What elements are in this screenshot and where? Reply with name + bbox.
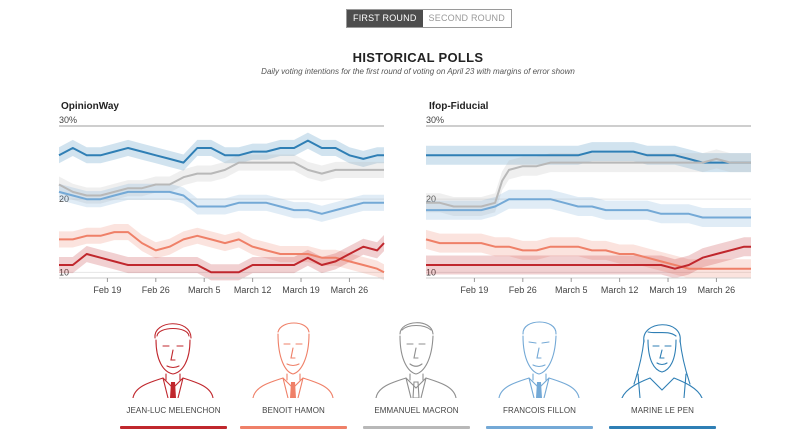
x-tick-label: March 12 <box>601 285 639 295</box>
candidate-color-bar <box>240 426 347 429</box>
x-tick-label: March 5 <box>188 285 221 295</box>
x-tick-label: Feb 26 <box>142 285 170 295</box>
x-tick-label: March 12 <box>234 285 272 295</box>
candidate-fillon[interactable]: FRANCOIS FILLON <box>486 312 593 437</box>
macron-portrait-icon <box>375 322 457 398</box>
fillon-portrait-icon <box>498 321 580 398</box>
series-line <box>425 238 751 270</box>
page-title: HISTORICAL POLLS <box>352 50 484 65</box>
y-axis-max-label: 30% <box>59 115 77 125</box>
series-line <box>58 190 384 215</box>
candidate-macron[interactable]: EMMANUEL MACRON <box>363 312 470 437</box>
series-line <box>59 231 385 274</box>
series-line <box>426 245 751 270</box>
second-round-tab[interactable]: SECOND ROUND <box>422 10 511 27</box>
y-tick-label: 10 <box>59 267 69 277</box>
x-tick-label: March 19 <box>282 285 320 295</box>
hamon-portrait-icon <box>252 322 334 398</box>
error-band <box>59 132 384 171</box>
series-line <box>58 161 384 197</box>
le-pen-portrait-icon <box>621 324 703 398</box>
error-band <box>426 189 751 227</box>
candidate-name: FRANCOIS FILLON <box>502 406 577 415</box>
x-tick-label: Feb 19 <box>93 285 121 295</box>
y-tick-label: 20 <box>426 194 436 204</box>
x-tick-label: Feb 26 <box>509 285 537 295</box>
x-tick-label: March 5 <box>555 285 588 295</box>
candidate-name: MARINE LE PEN <box>630 406 695 415</box>
error-band <box>59 235 384 281</box>
first-round-tab[interactable]: FIRST ROUND <box>347 10 423 27</box>
y-axis-max-label: 30% <box>426 115 444 125</box>
page-subtitle: Daily voting intentions for the first ro… <box>261 67 575 76</box>
candidate-name: JEAN-LUC MELENCHON <box>126 406 221 415</box>
error-band <box>426 229 751 279</box>
candidate-color-bar <box>609 426 716 429</box>
candidate-color-bar <box>486 426 593 429</box>
error-band <box>426 149 751 216</box>
candidate-le-pen[interactable]: MARINE LE PEN <box>609 312 716 437</box>
melenchon-portrait-icon <box>132 323 214 398</box>
x-tick-label: Feb 19 <box>460 285 488 295</box>
candidate-melenchon[interactable]: JEAN-LUC MELENCHON <box>120 312 227 437</box>
round-toggle[interactable]: FIRST ROUND SECOND ROUND <box>346 9 512 28</box>
error-band <box>426 142 751 173</box>
y-tick-label: 10 <box>426 267 436 277</box>
series-line <box>426 157 751 208</box>
series-line <box>59 242 385 274</box>
error-band <box>59 224 384 281</box>
candidate-name: BENOIT HAMON <box>262 406 325 415</box>
ifop-fiducial-chart: 30% 10 20 Feb 19 Feb 26 March 5 March 12 March … <box>425 115 751 295</box>
opinionway-chart: 30% 10 20 Feb 19 Feb 26 March 5 March 12 March … <box>58 115 385 295</box>
candidate-legend: JEAN-LUC MELENCHON BENOIT HAMON <box>120 312 772 437</box>
error-band <box>59 183 384 222</box>
chart-title-opinionway: OpinionWay <box>61 101 119 112</box>
chart-title-ifop: Ifop-Fiducial <box>429 101 489 112</box>
y-tick-label: 20 <box>59 194 69 204</box>
candidate-name: EMMANUEL MACRON <box>374 406 459 415</box>
candidate-color-bar <box>363 426 470 429</box>
x-tick-label: March 19 <box>649 285 687 295</box>
x-tick-label: March 26 <box>331 285 369 295</box>
candidate-color-bar <box>120 426 227 429</box>
candidate-hamon[interactable]: BENOIT HAMON <box>240 312 347 437</box>
series-line <box>58 139 384 164</box>
x-tick-label: March 26 <box>698 285 736 295</box>
series-line <box>426 198 751 219</box>
